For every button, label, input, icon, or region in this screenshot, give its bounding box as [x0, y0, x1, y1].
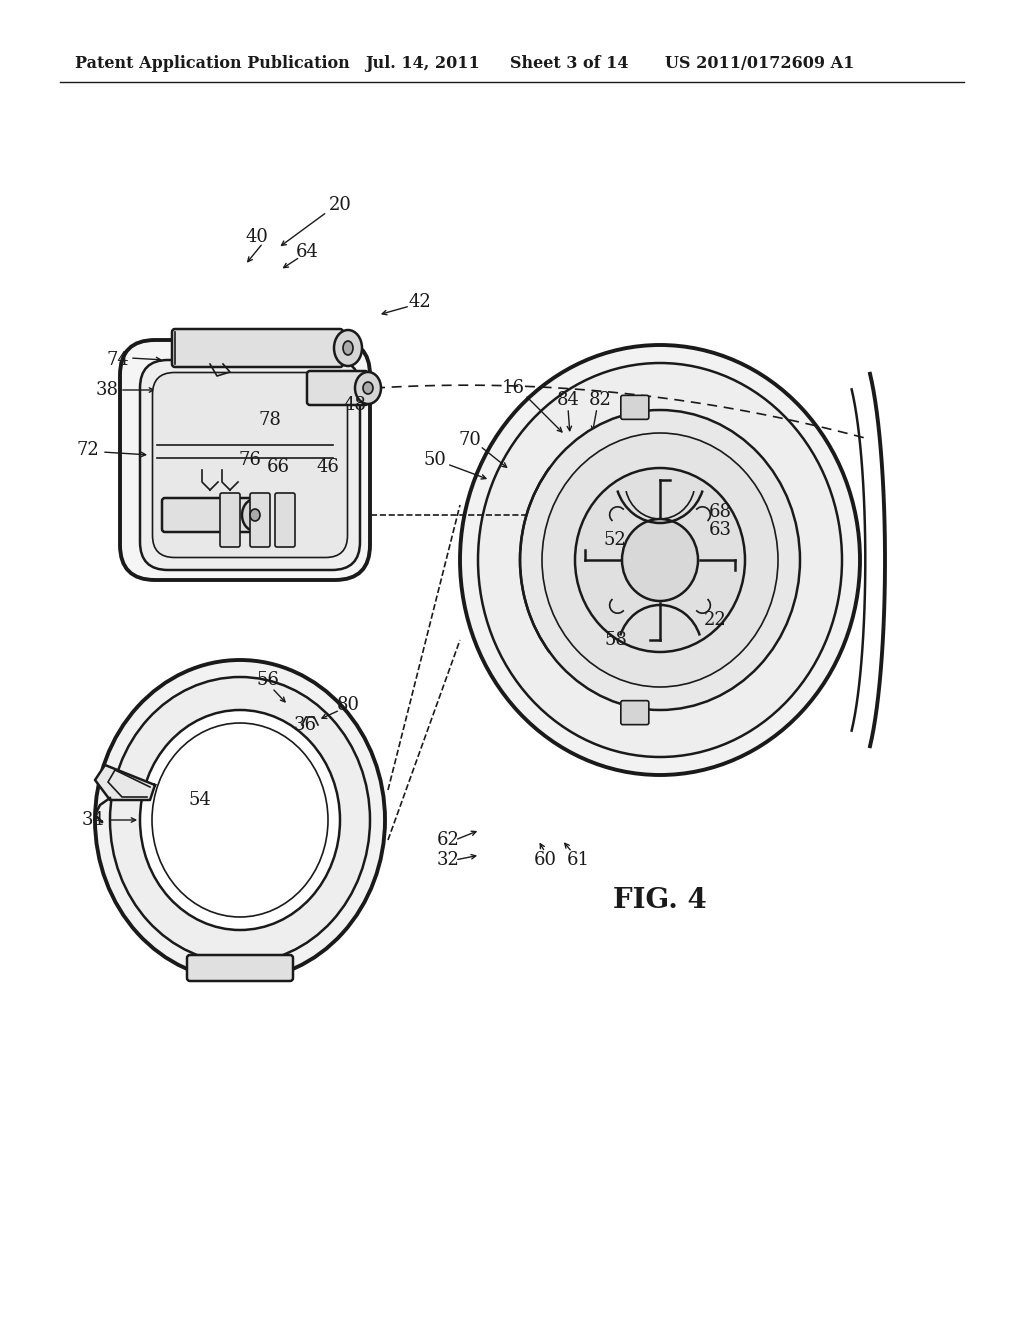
Ellipse shape	[343, 341, 353, 355]
Text: 40: 40	[246, 228, 268, 246]
Ellipse shape	[355, 372, 381, 404]
Text: 80: 80	[337, 696, 359, 714]
FancyBboxPatch shape	[307, 371, 368, 405]
Text: 46: 46	[316, 458, 339, 477]
Text: 64: 64	[296, 243, 318, 261]
FancyBboxPatch shape	[621, 396, 649, 420]
Text: Patent Application Publication: Patent Application Publication	[75, 55, 350, 73]
Text: Sheet 3 of 14: Sheet 3 of 14	[510, 55, 629, 73]
Text: 70: 70	[459, 432, 481, 449]
Text: 32: 32	[436, 851, 460, 869]
Ellipse shape	[460, 345, 860, 775]
FancyBboxPatch shape	[250, 492, 270, 546]
Text: 38: 38	[95, 381, 119, 399]
Ellipse shape	[334, 330, 362, 366]
Polygon shape	[95, 766, 155, 800]
Text: 54: 54	[188, 791, 211, 809]
Text: 76: 76	[239, 451, 261, 469]
Text: 36: 36	[294, 715, 316, 734]
Text: 20: 20	[329, 195, 351, 214]
Ellipse shape	[250, 510, 260, 521]
Ellipse shape	[110, 677, 370, 964]
Ellipse shape	[140, 710, 340, 931]
Text: 42: 42	[409, 293, 431, 312]
FancyBboxPatch shape	[187, 954, 293, 981]
Text: 48: 48	[344, 396, 367, 414]
Text: 22: 22	[703, 611, 726, 630]
Ellipse shape	[362, 381, 373, 393]
Text: 60: 60	[534, 851, 556, 869]
FancyBboxPatch shape	[275, 492, 295, 546]
Text: 84: 84	[557, 391, 580, 409]
Text: 56: 56	[257, 671, 280, 689]
Text: 16: 16	[502, 379, 524, 397]
Text: 66: 66	[266, 458, 290, 477]
Text: 61: 61	[566, 851, 590, 869]
Text: 68: 68	[709, 503, 731, 521]
Text: 58: 58	[604, 631, 628, 649]
FancyBboxPatch shape	[140, 360, 360, 570]
FancyBboxPatch shape	[162, 498, 253, 532]
Text: 78: 78	[259, 411, 282, 429]
Ellipse shape	[542, 433, 778, 686]
Ellipse shape	[478, 363, 842, 756]
Text: 82: 82	[589, 391, 611, 409]
Text: 52: 52	[603, 531, 627, 549]
FancyBboxPatch shape	[153, 372, 347, 557]
Text: 50: 50	[424, 451, 446, 469]
FancyBboxPatch shape	[120, 341, 370, 579]
Text: 63: 63	[709, 521, 731, 539]
Text: FIG. 4: FIG. 4	[613, 887, 707, 913]
Text: US 2011/0172609 A1: US 2011/0172609 A1	[665, 55, 854, 73]
Ellipse shape	[575, 469, 745, 652]
Ellipse shape	[520, 411, 800, 710]
Ellipse shape	[622, 519, 698, 601]
Text: Jul. 14, 2011: Jul. 14, 2011	[365, 55, 480, 73]
Text: 62: 62	[436, 832, 460, 849]
Ellipse shape	[95, 660, 385, 979]
Ellipse shape	[242, 499, 268, 531]
Text: 74: 74	[106, 351, 129, 370]
FancyBboxPatch shape	[172, 329, 343, 367]
FancyBboxPatch shape	[220, 492, 240, 546]
Text: 72: 72	[77, 441, 99, 459]
FancyBboxPatch shape	[621, 701, 649, 725]
Text: 34: 34	[82, 810, 104, 829]
